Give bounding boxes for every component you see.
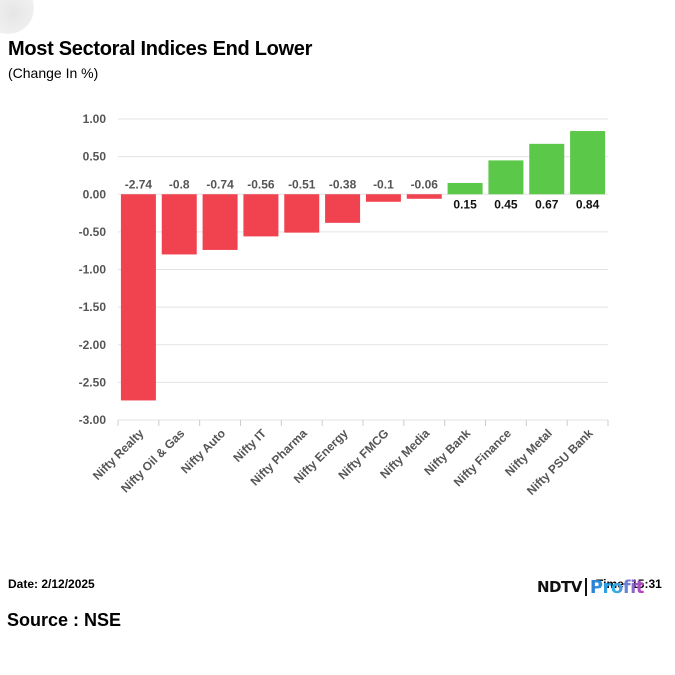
x-tick-label: Nifty IT [230, 426, 269, 465]
bar [529, 143, 565, 195]
bar [447, 182, 483, 195]
bar [284, 194, 320, 233]
data-label: 0.15 [453, 197, 477, 211]
y-tick-label: -1.50 [79, 300, 107, 314]
data-label: -2.74 [125, 177, 153, 191]
data-label: -0.38 [329, 177, 357, 191]
bar [325, 194, 361, 223]
logo-ndtv-text: NDTV [537, 578, 582, 596]
y-tick-label: -0.50 [79, 225, 107, 239]
bar [488, 160, 524, 195]
bar [243, 194, 279, 237]
bar [161, 194, 197, 255]
y-tick-label: 0.50 [83, 150, 107, 164]
date-label: Date: 2/12/2025 [8, 577, 95, 591]
chart-subtitle: (Change In %) [8, 65, 99, 81]
data-label: 0.67 [535, 197, 559, 211]
y-tick-label: 0.00 [83, 187, 107, 201]
chart-title: Most Sectoral Indices End Lower [8, 38, 313, 60]
y-tick-label: -2.00 [79, 338, 107, 352]
y-tick-label: 1.00 [83, 112, 107, 126]
data-label: -0.8 [169, 177, 190, 191]
bar [365, 194, 401, 202]
bar [202, 194, 238, 250]
ndtv-profit-logo: NDTV Profit [537, 574, 644, 600]
time-label: Time: 15:31 [596, 577, 662, 591]
y-tick-label: -3.00 [79, 413, 107, 427]
data-label: -0.51 [288, 177, 316, 191]
logo-profit-text: Profit [589, 576, 645, 598]
data-label: 0.84 [576, 197, 600, 211]
data-label: -0.56 [247, 177, 275, 191]
y-tick-label: -2.50 [79, 375, 107, 389]
source-label: Source : NSE [7, 610, 122, 630]
bar-chart: 1.00 0.50 0.00 -0.50 -1.00 -1.50 -2.00 -2.50 -3.… [79, 112, 609, 498]
data-label: -0.74 [206, 177, 234, 191]
data-label: -0.1 [373, 177, 394, 191]
y-tick-label: -1.00 [79, 263, 107, 277]
x-tick-label: Nifty Auto [178, 426, 228, 476]
bar [570, 131, 606, 195]
data-label: -0.06 [411, 177, 439, 191]
data-label: 0.45 [494, 197, 518, 211]
bar [120, 194, 156, 401]
logo-separator [584, 578, 587, 596]
bar [406, 194, 442, 199]
